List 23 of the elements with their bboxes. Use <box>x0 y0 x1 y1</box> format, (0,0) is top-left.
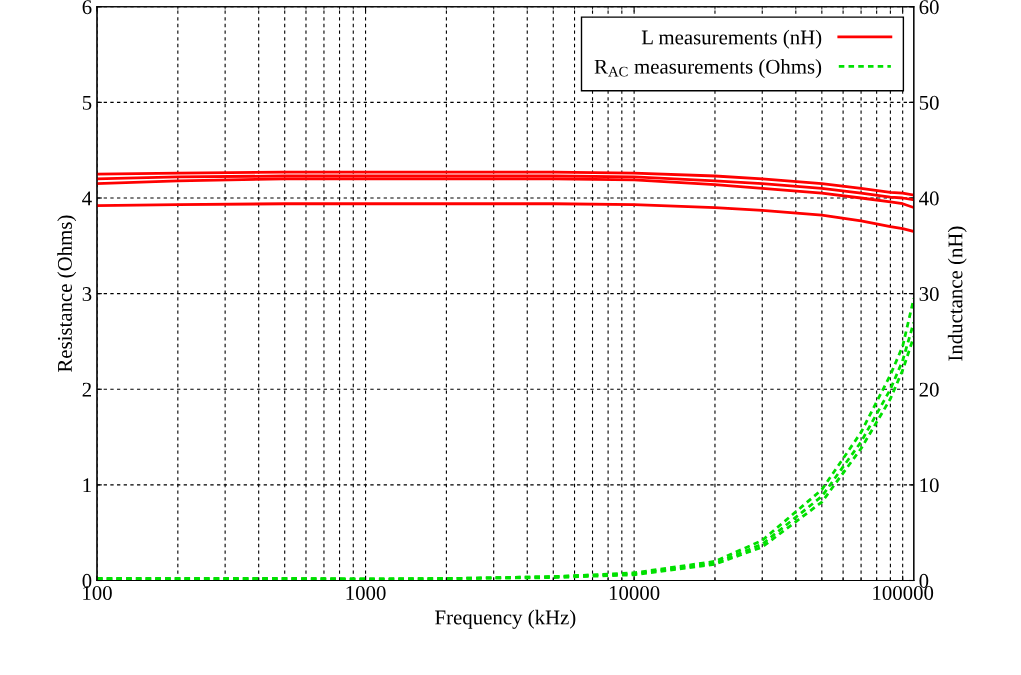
x-tick-label: 10000 <box>609 585 660 601</box>
y-tick-label: 4 <box>82 191 92 206</box>
y2-tick-label: 0 <box>919 573 929 588</box>
y-tick-label: 6 <box>82 0 92 15</box>
y2-tick-label: 40 <box>919 191 939 206</box>
y2-tick-label: 30 <box>919 287 939 302</box>
x-axis-title: Frequency (kHz) <box>435 609 576 629</box>
y-tick-label: 5 <box>82 95 92 110</box>
y2-tick-label: 50 <box>919 95 939 110</box>
y-axis-title: Resistance (Ohms) <box>57 215 77 372</box>
y2-tick-label: 10 <box>920 478 939 493</box>
legend-label: L measurements (nH) <box>641 29 822 49</box>
y2-axis-title: Inductance (nH) <box>947 226 967 361</box>
x-tick-label: 100000 <box>873 585 934 601</box>
x-tick-label: 1000 <box>346 585 386 601</box>
x-tick-label: 100 <box>83 585 112 601</box>
y-tick-label: 2 <box>82 382 91 397</box>
legend-label: R$_{AC}$ measurements (Ohms) <box>594 59 822 78</box>
y-tick-label: 3 <box>82 287 92 302</box>
y-tick-label: 0 <box>82 573 92 588</box>
y-tick-label: 1 <box>83 478 91 493</box>
y2-tick-label: 60 <box>919 0 939 15</box>
y2-tick-label: 20 <box>919 382 939 397</box>
